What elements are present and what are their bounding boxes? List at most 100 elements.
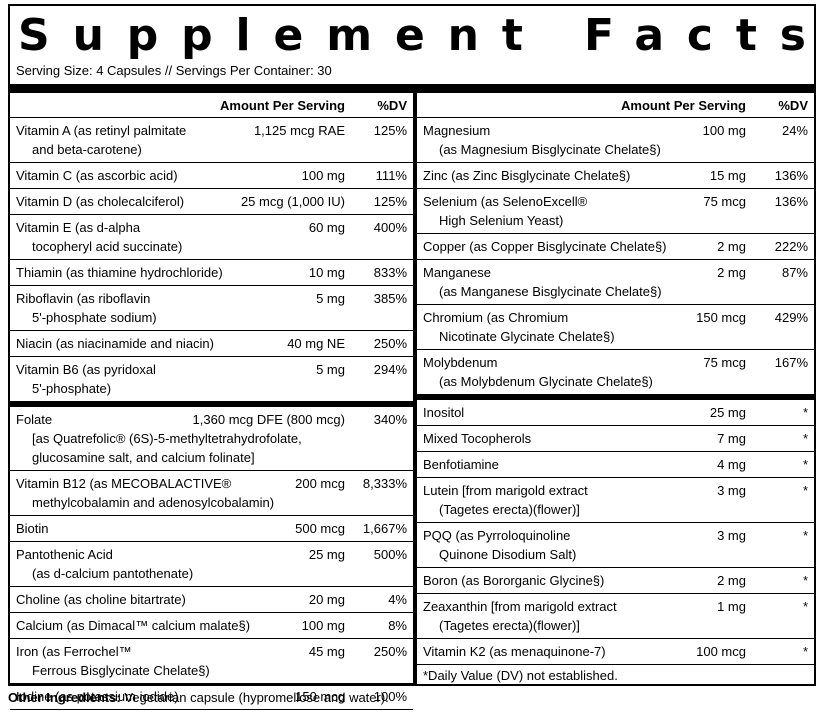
amount: 45 mg bbox=[308, 644, 345, 659]
nutrient-row: Vitamin B12 (as MECOBALACTIVE® methylcoba… bbox=[10, 471, 413, 516]
nutrient-name: Pantothenic Acid (as d-calcium pantothena… bbox=[16, 545, 301, 583]
nutrient-name: Manganese (as Manganese Bisglycinate Chel… bbox=[423, 263, 709, 301]
nutrient-row: Vitamin C (as ascorbic acid) 100 mg 111% bbox=[10, 163, 413, 189]
amount: 5 mg bbox=[316, 291, 345, 306]
columns: Amount Per Serving %DV Vitamin A (as retin… bbox=[10, 93, 814, 710]
name-line: Choline (as choline bitartrate) bbox=[16, 592, 186, 607]
name-line: (as Molybdenum Glycinate Chelate§) bbox=[439, 374, 653, 389]
nutrient-name: Iodine (as potassium iodide) bbox=[16, 687, 287, 706]
nutrient-row: PQQ (as Pyrroloquinoline Quinone Disodium… bbox=[417, 523, 814, 568]
nutrient-row: Manganese (as Manganese Bisglycinate Chel… bbox=[417, 260, 814, 305]
name-line: Manganese bbox=[423, 265, 491, 280]
name-line: and beta-carotene) bbox=[32, 142, 142, 157]
name-line: Vitamin C (as ascorbic acid) bbox=[16, 168, 178, 183]
name-line: [as Quatrefolic® (6S)-5-methyltetrahydro… bbox=[32, 431, 302, 446]
nutrient-row: Pantothenic Acid (as d-calcium pantothena… bbox=[10, 542, 413, 587]
name-line: Vitamin K2 (as menaquinone-7) bbox=[423, 644, 606, 659]
name-line: Calcium (as Dimacal™ calcium malate§) bbox=[16, 618, 251, 633]
nutrient-row: Thiamin (as thiamine hydrochloride) 10 mg… bbox=[10, 260, 413, 286]
nutrient-name: Inositol bbox=[423, 403, 702, 422]
nutrient-row: Zeaxanthin [from marigold extract (Tagete… bbox=[417, 594, 814, 639]
name-line: Nicotinate Glycinate Chelate§) bbox=[439, 329, 615, 344]
nutrient-row: Magnesium (as Magnesium Bisglycinate Chel… bbox=[417, 118, 814, 163]
nutrient-name: Zeaxanthin [from marigold extract (Tagete… bbox=[423, 597, 709, 635]
name-line: tocopheryl acid succinate) bbox=[32, 239, 183, 254]
name-line: High Selenium Yeast) bbox=[439, 213, 564, 228]
thick-rule bbox=[10, 84, 814, 93]
name-line: Vitamin A (as retinyl palmitate bbox=[16, 123, 187, 138]
name-line: PQQ (as Pyrroloquinoline bbox=[423, 528, 571, 543]
name-line: Chromium (as Chromium bbox=[423, 310, 569, 325]
name-line: Niacin (as niacinamide and niacin) bbox=[16, 336, 214, 351]
name-line: (Tagetes erecta)(flower)] bbox=[439, 618, 580, 633]
nutrient-row: Inositol 25 mg * bbox=[417, 395, 814, 426]
amount: 25 mcg (1,000 IU) bbox=[240, 194, 345, 209]
daily-value: 4% bbox=[388, 592, 407, 607]
name-line: (as Manganese Bisglycinate Chelate§) bbox=[439, 284, 662, 299]
name-line: (as d-calcium pantothenate) bbox=[32, 566, 194, 581]
nutrient-row: Biotin 500 mcg 1,667% bbox=[10, 516, 413, 542]
amount: 7 mg bbox=[717, 431, 746, 446]
amount: 100 mg bbox=[702, 123, 746, 138]
daily-value: 400% bbox=[373, 220, 407, 235]
nutrient-row: Selenium (as SelenoExcell® High Selenium … bbox=[417, 189, 814, 234]
amount: 1 mg bbox=[717, 599, 746, 614]
nutrient-row: Copper (as Copper Bisglycinate Chelate§)… bbox=[417, 234, 814, 260]
daily-value: 125% bbox=[373, 194, 407, 209]
amount: 20 mg bbox=[308, 592, 345, 607]
nutrient-name: Magnesium (as Magnesium Bisglycinate Chel… bbox=[423, 121, 695, 159]
nutrient-name: Biotin bbox=[16, 519, 287, 538]
name-line: Molybdenum bbox=[423, 355, 498, 370]
nutrient-row: Vitamin D (as cholecalciferol) 25 mcg (1,… bbox=[10, 189, 413, 215]
amount: 25 mg bbox=[709, 405, 746, 420]
daily-value: 429% bbox=[774, 310, 808, 325]
daily-value: * bbox=[802, 457, 808, 472]
serving-info: Serving Size: 4 Capsules // Servings Per… bbox=[16, 63, 332, 78]
daily-value: 167% bbox=[774, 355, 808, 370]
nutrient-name: Vitamin B12 (as MECOBALACTIVE® methylcoba… bbox=[16, 474, 287, 512]
daily-value: * bbox=[802, 573, 808, 588]
nutrient-row: Folate [as Quatrefolic® (6S)-5-methyltetr… bbox=[10, 402, 413, 471]
name-line: Pantothenic Acid bbox=[16, 547, 113, 562]
daily-value: * bbox=[802, 431, 808, 446]
nutrient-row: Riboflavin (as riboflavin 5'-phosphate so… bbox=[10, 286, 413, 331]
nutrient-name: Niacin (as niacinamide and niacin) bbox=[16, 334, 279, 353]
supplement-facts-panel: Supplement Facts Serving Size: 4 Capsule… bbox=[8, 4, 816, 710]
nutrient-name: Vitamin E (as d-alpha tocopheryl acid suc… bbox=[16, 218, 301, 256]
amount: 200 mcg bbox=[295, 476, 345, 491]
name-line: Benfotiamine bbox=[423, 457, 499, 472]
amount: 2 mg bbox=[717, 265, 746, 280]
nutrient-name: Calcium (as Dimacal™ calcium malate§) bbox=[16, 616, 294, 635]
other-label: Other Ingredients: bbox=[8, 690, 121, 705]
daily-value: 294% bbox=[373, 362, 407, 377]
daily-value: * bbox=[802, 483, 808, 498]
nutrient-row: Molybdenum (as Molybdenum Glycinate Chela… bbox=[417, 350, 814, 395]
name-line: glucosamine salt, and calcium folinate] bbox=[32, 450, 255, 465]
name-line: Ferrous Bisglycinate Chelate§) bbox=[32, 663, 210, 678]
nutrient-name: Benfotiamine bbox=[423, 455, 709, 474]
nutrient-row: Niacin (as niacinamide and niacin) 40 mg … bbox=[10, 331, 413, 357]
name-line: (Tagetes erecta)(flower)] bbox=[439, 502, 580, 517]
daily-value: 125% bbox=[373, 123, 407, 138]
header-dv: %DV bbox=[778, 98, 808, 113]
nutrient-name: Folate [as Quatrefolic® (6S)-5-methyltetr… bbox=[16, 410, 302, 467]
name-line: Inositol bbox=[423, 405, 465, 420]
name-line: Biotin bbox=[16, 521, 49, 536]
nutrient-row: Calcium (as Dimacal™ calcium malate§) 100… bbox=[10, 613, 413, 639]
nutrient-name: Iron (as Ferrochel™ Ferrous Bisglycinate … bbox=[16, 642, 301, 680]
name-line: Mixed Tocopherols bbox=[423, 431, 532, 446]
name-line: Selenium (as SelenoExcell® bbox=[423, 194, 588, 209]
nutrient-row: Iodine (as potassium iodide) 150 mcg 100% bbox=[10, 684, 413, 710]
name-line: Zeaxanthin [from marigold extract bbox=[423, 599, 617, 614]
daily-value: 111% bbox=[375, 168, 407, 183]
name-line: Riboflavin (as riboflavin bbox=[16, 291, 151, 306]
amount: 75 mcg bbox=[703, 355, 746, 370]
name-line: methylcobalamin and adenosylcobalamin) bbox=[32, 495, 275, 510]
daily-value: 340% bbox=[373, 412, 407, 427]
daily-value: 833% bbox=[373, 265, 407, 280]
daily-value: 87% bbox=[781, 265, 808, 280]
header-amount: Amount Per Serving bbox=[621, 98, 746, 113]
name-line: Vitamin B12 (as MECOBALACTIVE® bbox=[16, 476, 232, 491]
nutrient-row: Boron (as Bororganic Glycine§) 2 mg * bbox=[417, 568, 814, 594]
